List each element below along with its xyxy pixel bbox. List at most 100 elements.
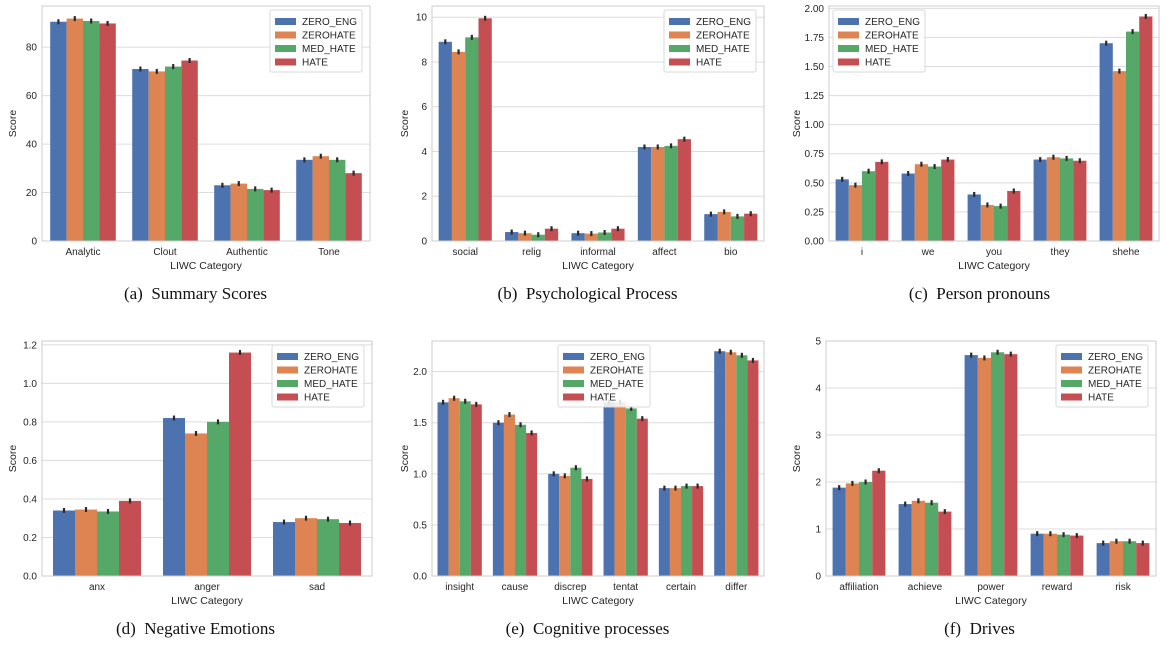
legend-label: HATE: [302, 58, 328, 69]
bar: [1109, 541, 1123, 576]
legend-swatch: [277, 366, 298, 374]
bar: [1070, 535, 1084, 576]
bar: [872, 470, 886, 576]
legend-box: [663, 9, 757, 73]
legend-label: MED_HATE: [302, 44, 356, 55]
legend-box: [832, 9, 926, 73]
bar: [437, 402, 449, 576]
y-tick-label: 0.6: [23, 456, 37, 467]
bar: [451, 51, 466, 241]
legend-swatch: [275, 58, 296, 66]
x-tick-label: Tone: [318, 247, 340, 258]
x-tick-label: tentat: [613, 582, 638, 593]
bar: [669, 488, 681, 576]
y-tick-label: 2: [421, 192, 427, 203]
legend-label: ZERO_ENG: [304, 352, 359, 363]
y-axis-label: Score: [791, 445, 803, 473]
bar: [470, 404, 482, 576]
bar: [531, 234, 545, 241]
legend: ZERO_ENG ZEROHATE MED_HATE HATE: [271, 344, 365, 408]
bar: [991, 352, 1005, 576]
bar: [977, 357, 991, 576]
x-tick-label: achieve: [908, 582, 943, 593]
legend-swatch: [277, 393, 298, 401]
x-tick-label: certain: [666, 582, 696, 593]
subfigure-caption: (a) Summary Scores: [0, 284, 391, 304]
x-tick-label: reward: [1042, 582, 1073, 593]
bar: [967, 194, 981, 241]
bar: [736, 355, 748, 576]
subfigure-caption: (e) Cognitive processes: [392, 619, 783, 639]
bar: [544, 228, 559, 241]
legend-label: ZERO_ENG: [590, 352, 645, 363]
y-tick-label: 4: [815, 384, 821, 395]
bar: [1033, 159, 1047, 241]
caption-tag: (a): [123, 284, 143, 303]
y-tick-label: 40: [26, 140, 38, 151]
x-tick-label: sad: [309, 582, 325, 593]
bar: [747, 360, 759, 576]
x-tick-label: anger: [194, 582, 220, 593]
legend-label: MED_HATE: [865, 44, 919, 55]
bar: [584, 233, 598, 241]
bar: [459, 401, 471, 576]
bar: [714, 351, 726, 576]
bar: [99, 23, 116, 241]
y-tick-label: 4: [421, 147, 427, 158]
bar: [1007, 190, 1021, 241]
bar: [339, 523, 361, 576]
x-axis-label: LIWC Category: [170, 260, 243, 272]
y-tick-label: 1.50: [805, 62, 825, 73]
x-tick-label: risk: [1115, 582, 1132, 593]
bar: [611, 228, 625, 241]
legend-box: [271, 344, 365, 408]
bar: [911, 500, 925, 576]
bar: [1139, 16, 1153, 242]
bar: [75, 509, 97, 576]
bar: [329, 159, 346, 241]
bar: [1030, 533, 1044, 576]
y-tick-label: 20: [26, 188, 38, 199]
y-tick-label: 80: [26, 43, 38, 54]
bar: [230, 183, 247, 241]
bar: [518, 233, 532, 241]
x-tick-label: power: [977, 582, 1005, 593]
y-tick-label: 2.00: [805, 4, 825, 15]
y-axis-label: Score: [399, 445, 411, 473]
caption-text: Cognitive processes: [524, 619, 670, 638]
y-axis-label: Score: [7, 110, 19, 138]
legend-swatch: [838, 45, 859, 52]
legend-swatch: [1061, 393, 1082, 401]
bar: [438, 41, 452, 241]
y-axis-label: Score: [791, 110, 803, 138]
bar: [1060, 158, 1074, 241]
legend: ZERO_ENG ZEROHATE MED_HATE HATE: [269, 9, 363, 73]
legend-swatch: [277, 380, 298, 387]
y-axis-label: Score: [399, 110, 411, 138]
bar: [928, 166, 942, 241]
legend-label: ZERO_ENG: [696, 17, 751, 28]
bar: [835, 179, 849, 241]
y-tick-label: 60: [26, 91, 38, 102]
bar: [132, 68, 149, 242]
bar: [317, 519, 339, 576]
caption-tag: (d): [115, 619, 136, 638]
x-tick-label: social: [452, 247, 478, 258]
legend-label: MED_HATE: [1088, 379, 1142, 390]
bar: [1112, 71, 1126, 241]
x-axis-label: LIWC Category: [562, 595, 635, 607]
legend-label: ZEROHATE: [302, 31, 356, 42]
caption-tag: (e): [505, 619, 525, 638]
legend-swatch: [563, 393, 584, 401]
legend-swatch: [669, 18, 690, 25]
plot-frame: [41, 340, 373, 577]
bar: [848, 185, 862, 241]
legend: ZERO_ENG ZEROHATE MED_HATE HATE: [557, 344, 651, 408]
x-tick-label: they: [1051, 247, 1070, 258]
legend: ZERO_ENG ZEROHATE MED_HATE HATE: [663, 9, 757, 73]
y-tick-label: 0: [421, 237, 427, 248]
y-tick-label: 0.25: [805, 207, 825, 218]
x-axis-label: LIWC Category: [562, 260, 635, 272]
caption-tag: (c): [908, 284, 928, 303]
x-axis-label: LIWC Category: [958, 260, 1031, 272]
